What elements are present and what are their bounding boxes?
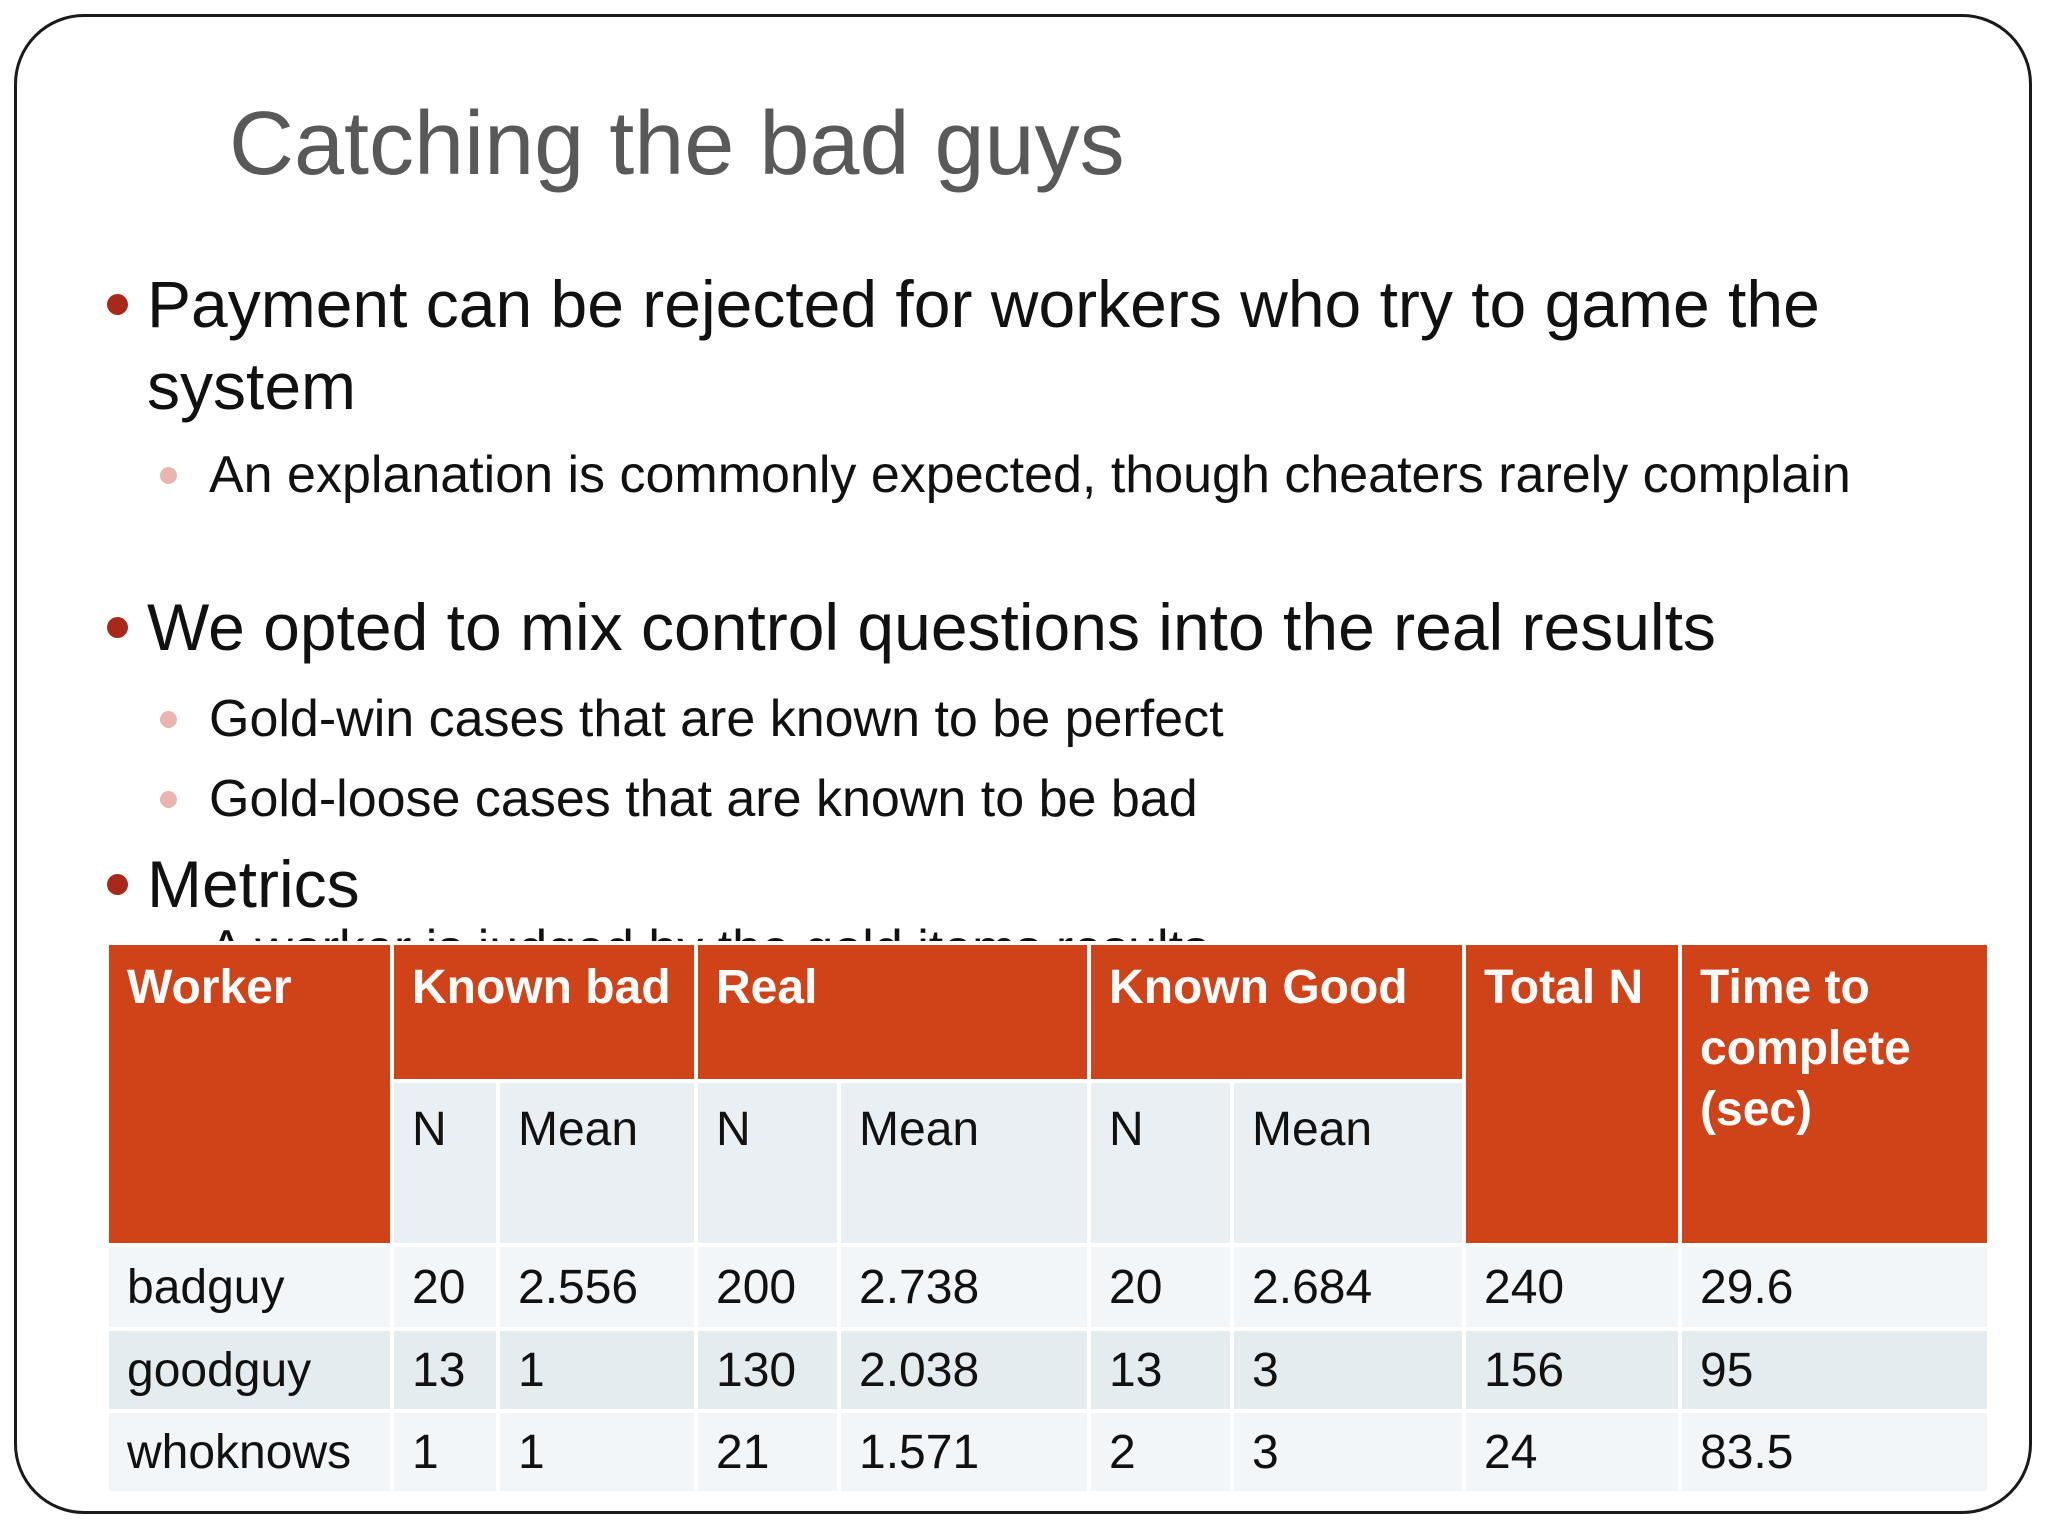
subheader-known-bad-n: N bbox=[390, 1079, 500, 1247]
subheader-real-n: N bbox=[694, 1079, 842, 1247]
header-known-good: Known Good bbox=[1087, 941, 1467, 1083]
cell-known-good-n: 20 bbox=[1087, 1243, 1235, 1331]
cell-known-bad-mean: 1 bbox=[495, 1409, 699, 1495]
slide: Catching the bad guys Payment can be rej… bbox=[14, 14, 2032, 1514]
cell-time: 29.6 bbox=[1678, 1243, 1992, 1331]
cell-known-good-mean: 3 bbox=[1230, 1409, 1467, 1495]
cell-known-bad-mean: 2.556 bbox=[495, 1243, 699, 1331]
header-total-n: Total N bbox=[1462, 941, 1683, 1247]
subbullet-gold-win: Gold-win cases that are known to be perf… bbox=[160, 685, 1909, 753]
bullet-control-questions: We opted to mix control questions into t… bbox=[107, 586, 1907, 668]
subheader-known-good-n: N bbox=[1087, 1079, 1235, 1247]
cell-total-n: 156 bbox=[1462, 1327, 1683, 1413]
cell-total-n: 24 bbox=[1462, 1409, 1683, 1495]
cell-worker: badguy bbox=[105, 1243, 394, 1331]
bullet-payment: Payment can be rejected for workers who … bbox=[107, 263, 1907, 427]
cell-known-bad-mean: 1 bbox=[495, 1327, 699, 1413]
header-real: Real bbox=[694, 941, 1092, 1083]
subbullet-gold-loose: Gold-loose cases that are known to be ba… bbox=[160, 765, 1909, 833]
cell-real-mean: 1.571 bbox=[837, 1409, 1092, 1495]
cell-total-n: 240 bbox=[1462, 1243, 1683, 1331]
table-row-goodguy: goodguy 13 1 130 2.038 13 3 156 95 bbox=[105, 1327, 1992, 1413]
header-time-to-complete: Time to complete (sec) bbox=[1678, 941, 1992, 1247]
cell-known-good-mean: 2.684 bbox=[1230, 1243, 1467, 1331]
results-table: Worker Known bad Real Known Good Total N… bbox=[105, 941, 1992, 1495]
bullet-metrics: Metrics bbox=[107, 843, 1907, 925]
subbullet-explanation: An explanation is commonly expected, tho… bbox=[160, 441, 1909, 509]
table-row-whoknows: whoknows 1 1 21 1.571 2 3 24 83.5 bbox=[105, 1409, 1992, 1495]
cell-known-good-mean: 3 bbox=[1230, 1327, 1467, 1413]
cell-known-bad-n: 1 bbox=[390, 1409, 500, 1495]
subheader-real-mean: Mean bbox=[837, 1079, 1092, 1247]
subheader-known-good-mean: Mean bbox=[1230, 1079, 1467, 1247]
cell-known-good-n: 13 bbox=[1087, 1327, 1235, 1413]
cell-known-bad-n: 13 bbox=[390, 1327, 500, 1413]
cell-real-n: 200 bbox=[694, 1243, 842, 1331]
subheader-known-bad-mean: Mean bbox=[495, 1079, 699, 1247]
cell-known-good-n: 2 bbox=[1087, 1409, 1235, 1495]
cell-time: 95 bbox=[1678, 1327, 1992, 1413]
cell-time: 83.5 bbox=[1678, 1409, 1992, 1495]
table-row-badguy: badguy 20 2.556 200 2.738 20 2.684 240 2… bbox=[105, 1243, 1992, 1331]
header-worker: Worker bbox=[105, 941, 394, 1247]
cell-worker: goodguy bbox=[105, 1327, 394, 1413]
cell-real-n: 130 bbox=[694, 1327, 842, 1413]
cell-real-mean: 2.038 bbox=[837, 1327, 1092, 1413]
cell-real-n: 21 bbox=[694, 1409, 842, 1495]
bullet-list: Payment can be rejected for workers who … bbox=[17, 17, 2029, 1511]
cell-known-bad-n: 20 bbox=[390, 1243, 500, 1331]
cell-worker: whoknows bbox=[105, 1409, 394, 1495]
header-known-bad: Known bad bbox=[389, 941, 699, 1083]
cell-real-mean: 2.738 bbox=[837, 1243, 1092, 1331]
slide-title: Catching the bad guys bbox=[229, 94, 1125, 194]
